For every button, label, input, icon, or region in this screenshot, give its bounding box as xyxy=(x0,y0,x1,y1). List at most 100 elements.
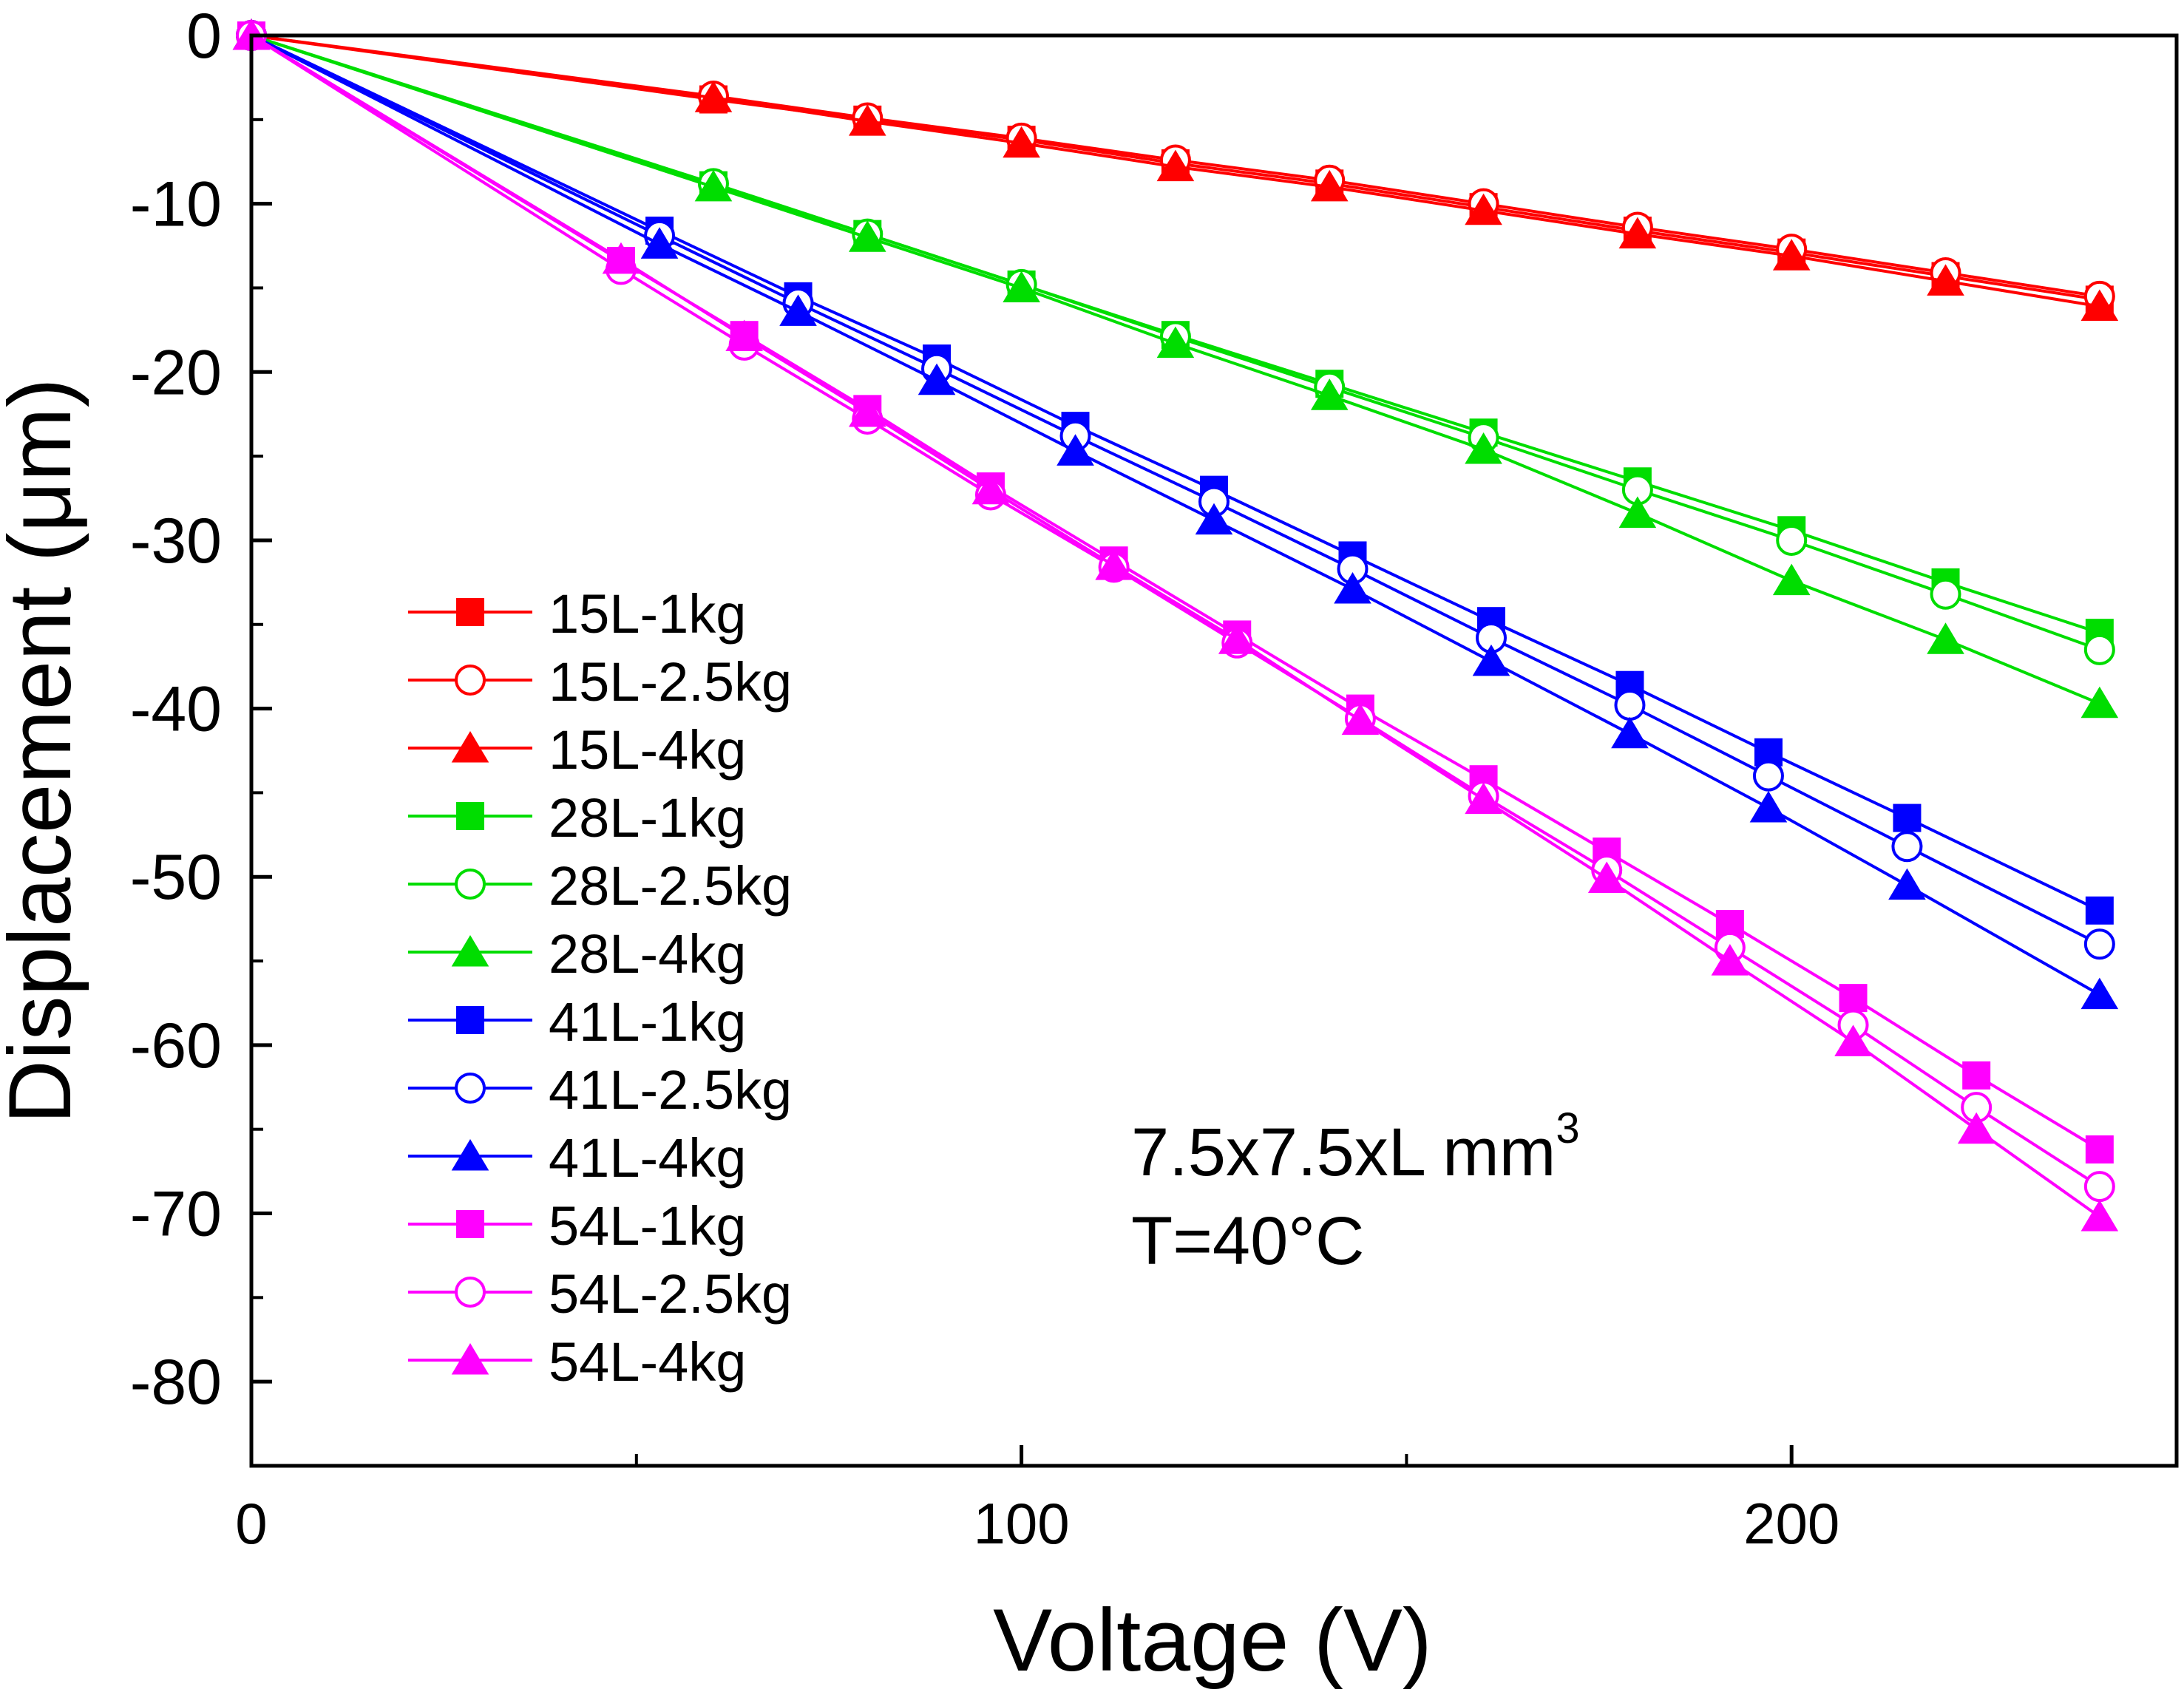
data-point-41L-1kg-11 xyxy=(2085,896,2114,925)
data-point-54L-4kg-1 xyxy=(602,242,640,274)
legend-marker-28L-4kg xyxy=(451,935,489,967)
data-point-41L-2.5kg-10 xyxy=(1891,831,1923,863)
data-point-15L-4kg-3 xyxy=(1003,126,1040,158)
legend-entry-54L-1kg: 54L-1kg xyxy=(408,1195,746,1257)
series-line-54L-4kg xyxy=(250,34,2100,1218)
y-tick-label--20: -20 xyxy=(130,337,222,408)
data-point-54L-4kg-10 xyxy=(1711,944,1749,976)
legend-marker-15L-2.5kg xyxy=(455,665,486,696)
data-point-54L-4kg-13 xyxy=(2080,1200,2119,1231)
data-point-28L-4kg-1 xyxy=(694,169,733,202)
data-point-28L-4kg-6 xyxy=(1465,432,1502,464)
data-point-15L-4kg-10 xyxy=(2080,289,2119,322)
legend-label-41L-1kg: 41L-1kg xyxy=(549,991,746,1053)
legend-label-15L-4kg: 15L-4kg xyxy=(549,719,746,781)
data-point-28L-4kg-5 xyxy=(1310,378,1349,410)
legend-marker-15L-1kg xyxy=(456,598,484,626)
legend-entry-54L-4kg: 54L-4kg xyxy=(408,1331,746,1393)
legend-label-15L-2.5kg: 15L-2.5kg xyxy=(549,651,792,713)
data-point-41L-2.5kg-9 xyxy=(1752,760,1784,792)
legend-label-15L-1kg: 15L-1kg xyxy=(549,583,746,645)
data-point-54L-4kg-7 xyxy=(1341,703,1380,735)
x-tick-label-100: 100 xyxy=(974,1491,1070,1556)
legend-entry-15L-1kg: 15L-1kg xyxy=(408,583,746,645)
legend-marker-54L-1kg xyxy=(456,1210,484,1238)
legend-label-41L-2.5kg: 41L-2.5kg xyxy=(549,1059,792,1121)
data-point-54L-4kg-4 xyxy=(971,472,1010,505)
legend-label-54L-1kg: 54L-1kg xyxy=(549,1195,746,1257)
legend-marker-15L-4kg xyxy=(451,731,489,763)
data-point-28L-4kg-3 xyxy=(1003,271,1040,303)
y-tick-label--50: -50 xyxy=(130,842,222,913)
data-point-54L-4kg-12 xyxy=(1957,1112,1995,1144)
data-point-41L-2.5kg-8 xyxy=(1614,690,1646,721)
legend-marker-41L-4kg xyxy=(451,1139,489,1171)
data-point-15L-4kg-4 xyxy=(1156,149,1195,182)
legend-entry-41L-1kg: 41L-1kg xyxy=(408,991,746,1053)
data-point-28L-2.5kg-8 xyxy=(1776,524,1808,556)
x-tick-label-200: 200 xyxy=(1743,1491,1839,1556)
legend-entry-54L-2.5kg: 54L-2.5kg xyxy=(408,1263,792,1325)
data-point-54L-4kg-11 xyxy=(1834,1025,1872,1056)
legend-entry-28L-2.5kg: 28L-2.5kg xyxy=(408,855,792,917)
series-line-41L-4kg xyxy=(251,34,2100,996)
series-line-41L-1kg xyxy=(251,34,2100,912)
series-line-54L-1kg xyxy=(250,34,2100,1151)
data-point-54L-4kg-8 xyxy=(1465,782,1502,815)
data-point-54L-1kg-13 xyxy=(2085,1135,2114,1164)
data-point-41L-4kg-5 xyxy=(1195,503,1233,535)
data-point-15L-4kg-5 xyxy=(1310,169,1349,202)
annotation-temperature: T=40°C xyxy=(1131,1203,1365,1279)
y-tick-label--60: -60 xyxy=(130,1010,222,1081)
annotation-dimensions-sup: 3 xyxy=(1556,1104,1579,1152)
legend-marker-28L-2.5kg xyxy=(455,869,486,900)
data-point-54L-2.5kg-13 xyxy=(2083,1171,2115,1203)
data-point-15L-4kg-7 xyxy=(1618,217,1657,249)
data-point-41L-4kg-10 xyxy=(1888,868,1926,900)
legend-entry-28L-4kg: 28L-4kg xyxy=(408,923,746,985)
data-point-28L-4kg-10 xyxy=(2080,686,2119,718)
data-point-28L-4kg-9 xyxy=(1927,622,1964,654)
data-point-28L-4kg-7 xyxy=(1618,496,1657,529)
y-tick-label-0: 0 xyxy=(186,1,222,72)
legend-entry-28L-1kg: 28L-1kg xyxy=(408,787,746,849)
legend-marker-54L-2.5kg xyxy=(455,1277,486,1308)
data-point-54L-1kg-11 xyxy=(1839,984,1868,1013)
legend: 15L-1kg15L-2.5kg15L-4kg28L-1kg28L-2.5kg2… xyxy=(408,583,792,1393)
data-point-41L-2.5kg-11 xyxy=(2083,928,2115,960)
data-point-15L-4kg-1 xyxy=(694,81,733,112)
series-54L-4kg xyxy=(232,18,2119,1231)
y-tick-label--40: -40 xyxy=(130,674,222,745)
data-point-28L-2.5kg-10 xyxy=(2083,633,2115,665)
y-tick-label--80: -80 xyxy=(130,1347,222,1418)
y-axis-label: Displacement (μm) xyxy=(0,378,89,1124)
data-point-28L-4kg-4 xyxy=(1156,326,1195,359)
legend-label-28L-4kg: 28L-4kg xyxy=(549,923,746,985)
legend-entry-41L-4kg: 41L-4kg xyxy=(408,1127,746,1189)
x-tick-label-0: 0 xyxy=(235,1491,267,1556)
data-point-28L-4kg-8 xyxy=(1772,563,1811,596)
annotation-dimensions-base: 7.5x7.5xL mm xyxy=(1131,1115,1556,1190)
data-point-15L-4kg-6 xyxy=(1465,193,1502,225)
legend-marker-54L-4kg xyxy=(451,1343,489,1375)
series-15L-4kg xyxy=(232,18,2119,322)
data-point-54L-4kg-3 xyxy=(848,395,886,427)
annotation-dimensions: 7.5x7.5xL mm3 xyxy=(1131,1104,1580,1190)
legend-entry-41L-2.5kg: 41L-2.5kg xyxy=(408,1059,792,1121)
series-41L-4kg xyxy=(232,18,2119,1010)
series-line-41L-2.5kg xyxy=(251,34,2100,946)
data-point-28L-2.5kg-9 xyxy=(1930,578,1961,610)
data-point-41L-4kg-1 xyxy=(640,227,679,259)
data-point-28L-4kg-2 xyxy=(848,220,886,252)
data-point-41L-4kg-4 xyxy=(1057,434,1094,466)
data-point-41L-1kg-10 xyxy=(1893,803,1922,832)
y-tick-label--70: -70 xyxy=(130,1179,222,1250)
data-point-54L-4kg-5 xyxy=(1095,548,1133,580)
data-point-41L-4kg-7 xyxy=(1472,644,1510,676)
data-point-41L-4kg-3 xyxy=(918,363,956,395)
legend-label-28L-1kg: 28L-1kg xyxy=(549,787,746,849)
legend-label-41L-4kg: 41L-4kg xyxy=(549,1127,746,1189)
y-tick-label--30: -30 xyxy=(130,506,222,577)
x-axis-label: Voltage (V) xyxy=(993,1591,1432,1690)
